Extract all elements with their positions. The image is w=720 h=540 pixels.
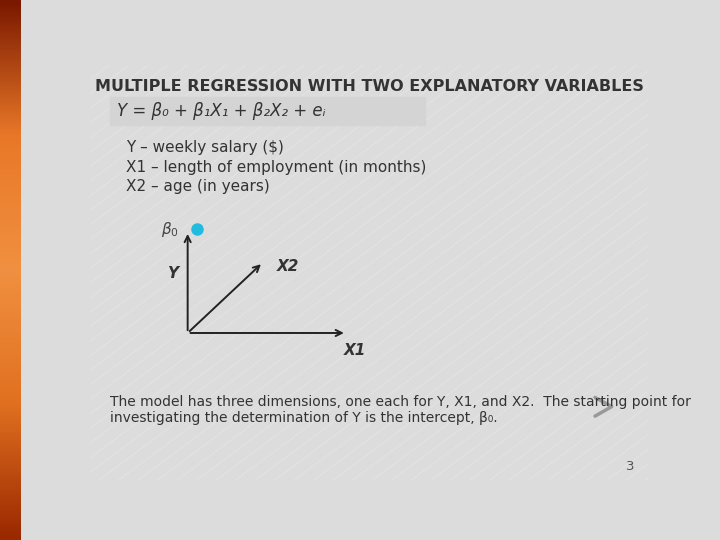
Text: X1: X1 xyxy=(344,343,366,359)
Text: Y: Y xyxy=(166,266,178,281)
Text: investigating the determination of Y is the intercept, β₀.: investigating the determination of Y is … xyxy=(109,411,497,425)
Text: X2 – age (in years): X2 – age (in years) xyxy=(126,179,270,194)
Text: X1 – length of employment (in months): X1 – length of employment (in months) xyxy=(126,160,427,174)
Text: 3: 3 xyxy=(626,460,634,473)
Text: MULTIPLE REGRESSION WITH TWO EXPLANATORY VARIABLES: MULTIPLE REGRESSION WITH TWO EXPLANATORY… xyxy=(94,79,644,94)
Text: Y – weekly salary ($): Y – weekly salary ($) xyxy=(126,140,284,156)
Text: The model has three dimensions, one each for Y, X1, and X2.  The starting point : The model has three dimensions, one each… xyxy=(109,395,690,409)
Text: $\beta_0$: $\beta_0$ xyxy=(161,220,179,239)
Text: X2: X2 xyxy=(277,259,300,274)
Bar xyxy=(109,97,425,125)
Text: Y = β₀ + β₁X₁ + β₂X₂ + eᵢ: Y = β₀ + β₁X₁ + β₂X₂ + eᵢ xyxy=(117,102,325,120)
